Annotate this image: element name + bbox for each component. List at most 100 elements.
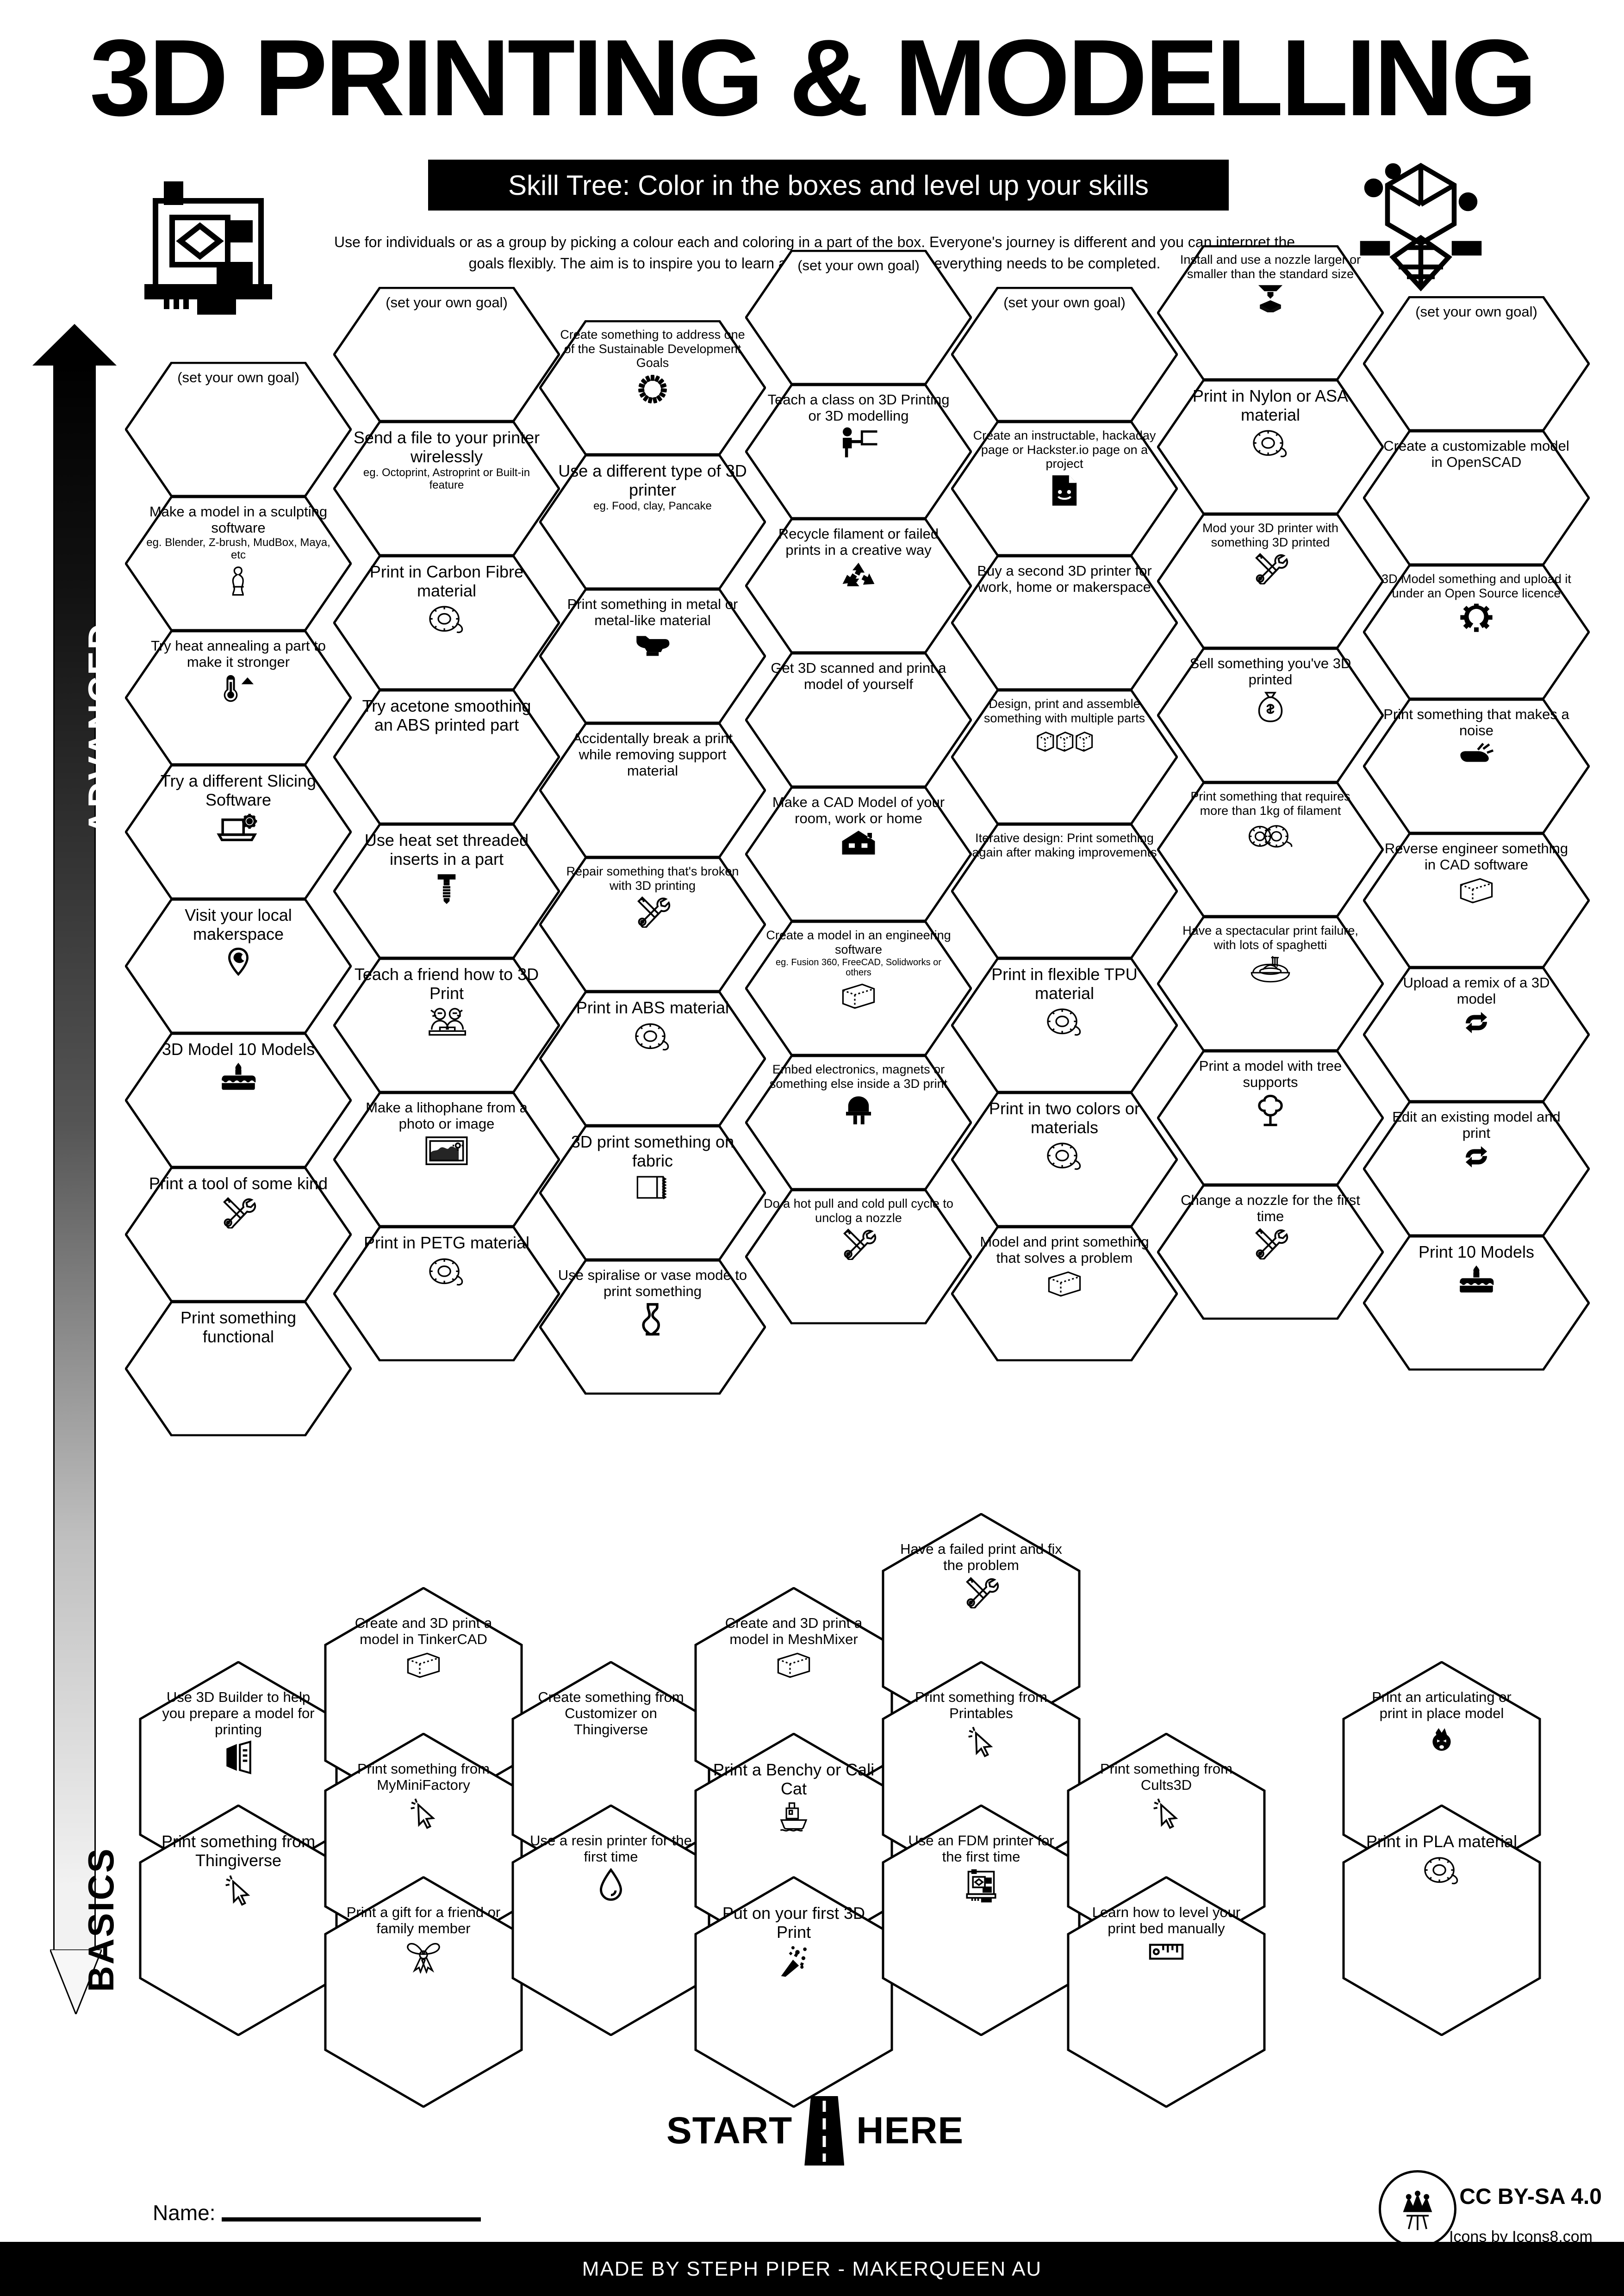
skill-hex[interactable]: Do a hot pull and cold pull cycle to unc… xyxy=(745,1189,972,1324)
skill-hex[interactable]: Put on your first 3D Print xyxy=(694,1876,893,2108)
skill-hex[interactable]: (set your own goal) xyxy=(333,287,560,422)
filament-spool-icon xyxy=(1420,1854,1463,1887)
name-input-rule[interactable] xyxy=(222,2217,481,2222)
skill-title: Put on your first 3D Print xyxy=(722,1904,865,1942)
skill-hex[interactable]: Design, print and assemble something wit… xyxy=(951,689,1178,825)
resin-drop-icon xyxy=(597,1868,624,1903)
skill-hex[interactable]: Try heat annealing a part to make it str… xyxy=(125,630,352,765)
skill-hex[interactable]: Send a file to your printer wirelessly eg… xyxy=(333,421,560,556)
skill-hex[interactable]: Use a different type of 3D printer eg. Fo… xyxy=(539,454,766,590)
gift-bow-icon xyxy=(402,1939,445,1974)
skill-title: Print something that requires more than … xyxy=(1190,789,1350,818)
skill-hex[interactable]: Use spiralise or vase mode to print some… xyxy=(539,1260,766,1395)
skill-hex[interactable]: (set your own goal) xyxy=(1363,296,1590,431)
skill-hex[interactable]: Upload a remix of a 3D model xyxy=(1363,967,1590,1102)
skill-hex[interactable]: Use an FDM printer for the first time xyxy=(882,1805,1081,2036)
skill-hex[interactable]: Visit your local makerspace xyxy=(125,899,352,1034)
skill-hex[interactable]: Print in flexible TPU material xyxy=(951,958,1178,1093)
skill-hex[interactable]: Print in PLA material xyxy=(1342,1805,1541,2036)
skill-hex[interactable]: Use heat set threaded inserts in a part xyxy=(333,824,560,959)
skill-hex[interactable]: Make a lithophane from a photo or image xyxy=(333,1092,560,1227)
cursor-click-icon xyxy=(408,1796,439,1830)
skill-hex[interactable]: Learn how to level your print bed manual… xyxy=(1067,1876,1266,2108)
skill-hex[interactable]: Print a gift for a friend or family memb… xyxy=(324,1876,523,2108)
skill-hex[interactable]: Use a resin printer for the first time xyxy=(511,1805,710,2036)
skill-hex[interactable]: Print in Carbon Fibre material xyxy=(333,555,560,690)
skill-hex[interactable]: Change a nozzle for the first time xyxy=(1157,1185,1384,1320)
skill-hex[interactable]: Reverse engineer something in CAD softwa… xyxy=(1363,833,1590,968)
skill-title: Print an articulating or print in place … xyxy=(1372,1689,1512,1722)
skill-hex[interactable]: Create a customizable model in OpenSCAD xyxy=(1363,430,1590,565)
skill-hex[interactable]: Print in ABS material xyxy=(539,991,766,1126)
3d-printer-icon xyxy=(139,176,278,317)
skill-hex[interactable]: Try acetone smoothing an ABS printed par… xyxy=(333,689,560,825)
skill-title: Buy a second 3D printer for work, home o… xyxy=(977,563,1152,596)
skill-hex[interactable]: (set your own goal) xyxy=(745,250,972,385)
sdg-wheel-icon xyxy=(635,373,671,405)
skill-title: Use spiralise or vase mode to print some… xyxy=(558,1267,747,1300)
skill-hex[interactable]: Print something in metal or metal-like m… xyxy=(539,589,766,724)
skill-title: Edit an existing model and print xyxy=(1392,1109,1561,1142)
skill-hex[interactable]: Buy a second 3D printer for work, home o… xyxy=(951,555,1178,690)
skill-title: Print in flexible TPU material xyxy=(991,965,1138,1003)
skill-hex[interactable]: Print something that requires more than … xyxy=(1157,782,1384,917)
skill-hex[interactable]: Edit an existing model and print xyxy=(1363,1101,1590,1236)
filament-spool-icon xyxy=(1043,1140,1086,1173)
skill-title: Teach a friend how to 3D Print xyxy=(354,965,539,1003)
skill-hex[interactable]: Mod your 3D printer with something 3D pr… xyxy=(1157,514,1384,649)
skill-hex[interactable]: Accidentally break a print while removin… xyxy=(539,723,766,858)
skill-hex[interactable]: Try a different Slicing Software xyxy=(125,764,352,900)
skill-hex[interactable]: Repair something that's broken with 3D p… xyxy=(539,857,766,992)
skill-hex[interactable]: Get 3D scanned and print a model of your… xyxy=(745,652,972,788)
skill-hex[interactable]: Iterative design: Print something again … xyxy=(951,824,1178,959)
skill-hex[interactable]: Print a tool of some kind xyxy=(125,1167,352,1302)
skill-hex[interactable]: Teach a class on 3D Printing or 3D model… xyxy=(745,384,972,519)
skill-hex[interactable]: Model and print something that solves a … xyxy=(951,1226,1178,1361)
skill-hex[interactable]: Print in PETG material xyxy=(333,1226,560,1361)
skill-hex[interactable]: 3D Model something and upload it under a… xyxy=(1363,565,1590,700)
skill-hex[interactable]: Teach a friend how to 3D Print xyxy=(333,958,560,1093)
skill-hex[interactable]: Install and use a nozzle larger or small… xyxy=(1157,245,1384,380)
skill-hex[interactable]: Create a model in an engineering softwar… xyxy=(745,921,972,1056)
footer-bar: MADE BY STEPH PIPER - MAKERQUEEN AU xyxy=(0,2242,1624,2296)
skill-title: Print something from Printables xyxy=(915,1689,1047,1722)
skill-hex[interactable]: Print 10 Models xyxy=(1363,1235,1590,1371)
skill-hex[interactable]: Print something from Thingiverse xyxy=(139,1805,338,2036)
licence-text: CC BY-SA 4.0 xyxy=(1459,2184,1602,2209)
skill-hex[interactable]: Print something that makes a noise xyxy=(1363,699,1590,834)
skill-hex[interactable]: Print a model with tree supports xyxy=(1157,1050,1384,1185)
skill-hex[interactable]: (set your own goal) xyxy=(951,287,1178,422)
skill-hex[interactable]: Make a CAD Model of your room, work or h… xyxy=(745,787,972,922)
skill-title: Print in ABS material xyxy=(576,998,729,1017)
skill-title: Have a spectacular print failure, with l… xyxy=(1182,924,1358,952)
nozzle-icon xyxy=(1255,284,1286,312)
skill-hex[interactable]: Print something functional xyxy=(125,1301,352,1436)
skill-hex[interactable]: Create something to address one of the S… xyxy=(539,320,766,455)
skill-hex[interactable]: 3D Model 10 Models xyxy=(125,1033,352,1168)
skill-hex[interactable]: Create and 3D print a model in TinkerCAD xyxy=(324,1587,523,1818)
skill-hex[interactable]: 3D print something on fabric xyxy=(539,1125,766,1260)
skill-title: Create something to address one of the S… xyxy=(560,328,745,370)
skill-hex[interactable]: Have a spectacular print failure, with l… xyxy=(1157,916,1384,1051)
money-bag-icon xyxy=(1256,690,1285,724)
subtitle-banner: Skill Tree: Color in the boxes and level… xyxy=(428,160,1229,211)
skill-hex[interactable]: Print in Nylon or ASA material xyxy=(1157,379,1384,515)
skill-hex[interactable]: Sell something you've 3D printed xyxy=(1157,648,1384,783)
skill-title: Print a Benchy or Cali Cat xyxy=(713,1760,875,1798)
skill-title: Print in PLA material xyxy=(1366,1832,1518,1851)
skill-title: Recycle filament or failed prints in a c… xyxy=(778,526,939,558)
here-word: HERE xyxy=(856,2110,964,2152)
skill-hex[interactable]: Recycle filament or failed prints in a c… xyxy=(745,518,972,653)
skill-hex[interactable]: Embed electronics, magnets or something … xyxy=(745,1055,972,1190)
skill-hex[interactable]: Create and 3D print a model in MeshMixer xyxy=(694,1587,893,1818)
skill-hex[interactable]: Create an instructable, hackaday page or… xyxy=(951,421,1178,556)
start-word: START xyxy=(666,2110,793,2152)
skill-hex[interactable]: Print in two colors or materials xyxy=(951,1092,1178,1227)
skill-hex[interactable]: Have a failed print and fix the problem xyxy=(882,1513,1081,1744)
skill-title: (set your own goal) xyxy=(177,369,299,385)
name-field[interactable]: Name: xyxy=(153,2200,481,2225)
skill-title: 3D print something on fabric xyxy=(571,1132,734,1170)
cad-box-icon xyxy=(1458,875,1495,906)
skill-hex[interactable]: (set your own goal) xyxy=(125,362,352,497)
skill-hex[interactable]: Make a model in a sculpting software eg. … xyxy=(125,496,352,631)
